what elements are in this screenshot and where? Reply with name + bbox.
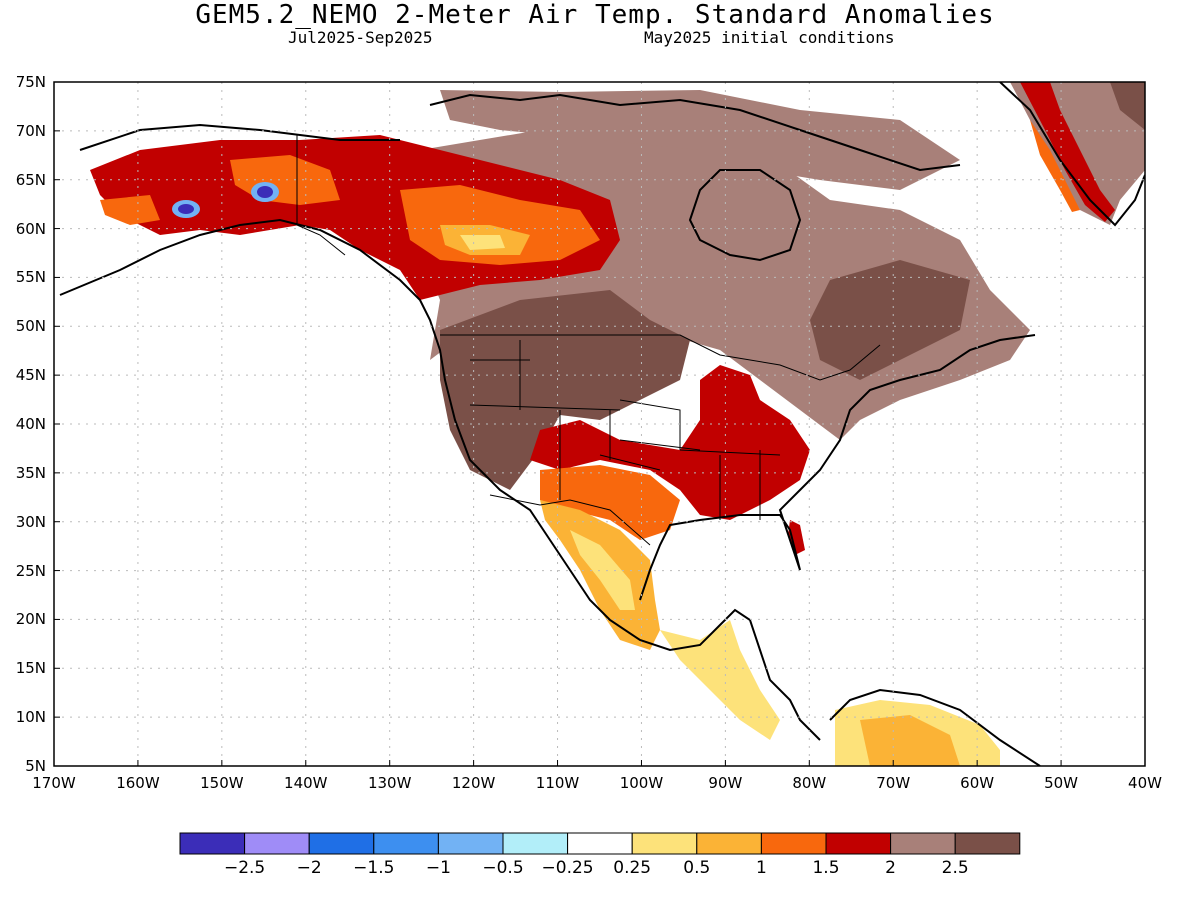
anomaly-region-darkbrown-east xyxy=(810,260,970,380)
colorbar-swatch xyxy=(631,832,698,855)
anomaly-region-lightyellow-mexico xyxy=(570,530,635,610)
lon-label: 40W xyxy=(1128,774,1162,792)
anomaly-region-orange-south-america xyxy=(860,715,960,766)
lat-label: 75N xyxy=(15,73,46,91)
lat-label: 5N xyxy=(25,757,46,775)
lat-label: 70N xyxy=(15,121,46,140)
lon-label: 90W xyxy=(708,774,743,792)
colorbar xyxy=(179,832,1021,855)
lat-label: 55N xyxy=(15,268,46,287)
anomaly-region-red-southern-plains xyxy=(530,365,810,520)
colorbar-label: 2 xyxy=(885,858,896,878)
lon-label: 70W xyxy=(876,774,911,792)
lat-label: 60N xyxy=(15,219,46,238)
colorbar-swatch xyxy=(373,832,439,855)
cold-spot-alaska-west-core xyxy=(178,204,194,214)
colorbar-swatch xyxy=(890,832,956,855)
colorbar-swatch xyxy=(502,832,569,855)
lon-label: 170W xyxy=(32,774,76,792)
anomaly-region-orange-alaska-sw xyxy=(100,195,160,225)
colorbar-swatch xyxy=(437,832,504,855)
colorbar-label: −0.5 xyxy=(482,858,524,878)
colorbar-swatch xyxy=(696,832,762,855)
lat-label: 50N xyxy=(15,317,46,336)
lon-label: 140W xyxy=(284,774,328,792)
lat-label: 65N xyxy=(15,170,46,189)
colorbar-swatch xyxy=(954,832,1021,855)
border-alaska-canada xyxy=(296,135,346,256)
tick-marks xyxy=(53,81,1146,767)
colorbar-label: 1 xyxy=(755,858,767,878)
anomaly-region-red-florida xyxy=(788,520,805,555)
coastline-canada-arctic xyxy=(429,93,961,172)
colorbar-swatch xyxy=(567,832,633,855)
lat-label: 30N xyxy=(15,512,46,531)
anomaly-field xyxy=(90,82,1145,766)
colorbar-label: −0.25 xyxy=(541,858,594,878)
lon-label: 80W xyxy=(792,774,827,792)
cold-spot-alaska-east-core xyxy=(257,186,273,198)
colorbar-label: 0.5 xyxy=(683,858,711,878)
coastline-greenland xyxy=(999,82,1145,227)
anomaly-region-greenland-dark xyxy=(1110,82,1145,130)
colorbar-swatch xyxy=(760,832,827,855)
anomaly-region-yellow-central-america xyxy=(660,620,780,740)
grid xyxy=(54,82,1145,766)
lon-label: 60W xyxy=(960,774,995,792)
anomaly-region-orange-texas xyxy=(540,465,680,540)
map-title: GEM5.2_NEMO 2-Meter Air Temp. Standard A… xyxy=(195,0,995,30)
coastline-south-america xyxy=(829,688,1041,766)
colorbar-swatch xyxy=(308,832,375,855)
colorbar-label: 2.5 xyxy=(941,858,969,878)
colorbar-swatch xyxy=(179,832,246,855)
colorbar-label: −1.5 xyxy=(353,858,395,878)
lat-label: 35N xyxy=(15,463,46,482)
lat-label: 15N xyxy=(15,659,46,678)
anomaly-region-lightyellow-nwt xyxy=(460,235,505,250)
coastline-alaska-north xyxy=(79,123,400,151)
colorbar-swatch xyxy=(825,832,892,855)
lon-label: 160W xyxy=(116,774,160,792)
lat-label: 25N xyxy=(15,561,46,580)
colorbar-label: 1.5 xyxy=(812,858,840,878)
lat-label: 10N xyxy=(15,708,46,727)
colorbar-label: −2 xyxy=(296,858,322,878)
lon-label: 120W xyxy=(451,774,496,792)
forecast-period: Jul2025-Sep2025 xyxy=(288,28,433,47)
anomaly-region-greenland-edge xyxy=(1020,82,1115,222)
lon-label: 110W xyxy=(535,774,580,792)
lon-label: 150W xyxy=(200,774,244,792)
lat-label: 40N xyxy=(15,415,46,433)
colorbar-label: 0.25 xyxy=(613,858,652,878)
colorbar-swatch xyxy=(244,832,310,855)
lon-label: 130W xyxy=(367,774,412,792)
lat-label: 20N xyxy=(15,610,46,629)
coastline-hudson-bay xyxy=(688,169,802,262)
anomaly-region-darkbrown-west xyxy=(440,290,690,490)
lon-label: 100W xyxy=(619,774,664,792)
coastline-gulf xyxy=(639,334,1036,601)
anomaly-region-greenland-edge2 xyxy=(1030,120,1080,212)
lon-label: 50W xyxy=(1044,774,1079,792)
coastlines xyxy=(59,82,1145,766)
anomaly-region-brown-arctic xyxy=(440,90,960,190)
lat-label: 45N xyxy=(15,366,46,385)
initial-conditions: May2025 initial conditions xyxy=(644,28,895,47)
colorbar-label: −2.5 xyxy=(223,858,266,878)
border-us-canada xyxy=(440,334,881,381)
colorbar-label: −1 xyxy=(425,858,451,878)
